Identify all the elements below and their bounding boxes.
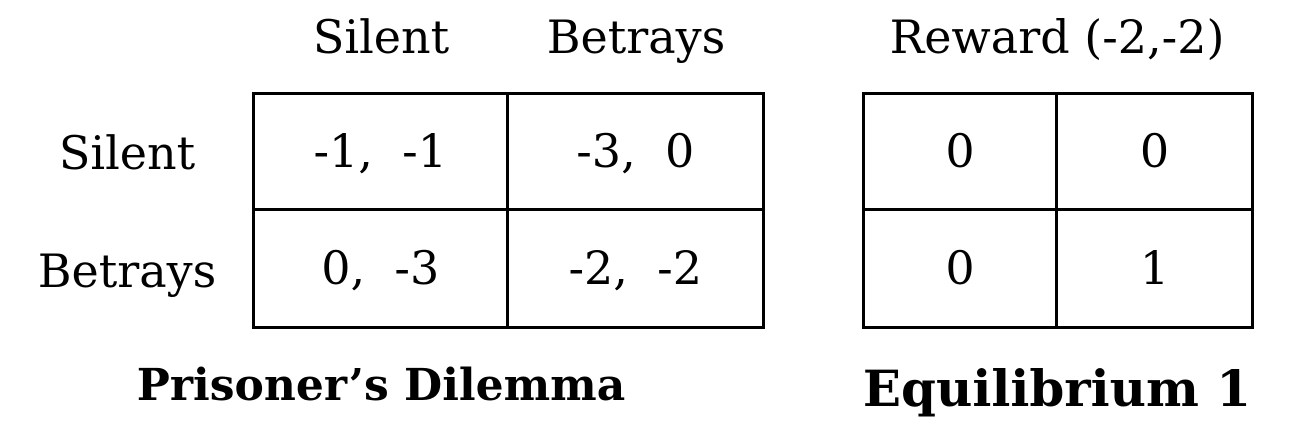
payoff-cell-silent-betrays: -3, 0	[508, 95, 762, 211]
column-label-betrays: Betrays	[546, 10, 726, 64]
reward-cell-0-0: 0	[865, 95, 1058, 211]
payoff-caption: Prisoner’s Dilemma	[136, 360, 626, 411]
payoff-matrix: -1, -1 -3, 0 0, -3 -2, -2	[252, 92, 765, 329]
reward-title: Reward (-2,-2)	[889, 10, 1225, 64]
row-label-betrays: Betrays	[37, 244, 217, 298]
payoff-cell-betrays-silent: 0, -3	[255, 210, 509, 326]
reward-cell-0-1: 0	[1058, 95, 1251, 211]
reward-matrix: 0 0 0 1	[862, 92, 1254, 329]
reward-cell-1-1: 1	[1139, 241, 1170, 296]
payoff-cell-betrays-betrays: -2, -2	[568, 241, 703, 296]
column-label-silent: Silent	[312, 10, 450, 64]
row-label-silent: Silent	[58, 126, 196, 180]
payoff-cell-silent-silent: -1, -1	[255, 95, 509, 211]
reward-caption: Equilibrium 1	[862, 359, 1252, 418]
reward-cell-1-0: 0	[865, 210, 1058, 326]
